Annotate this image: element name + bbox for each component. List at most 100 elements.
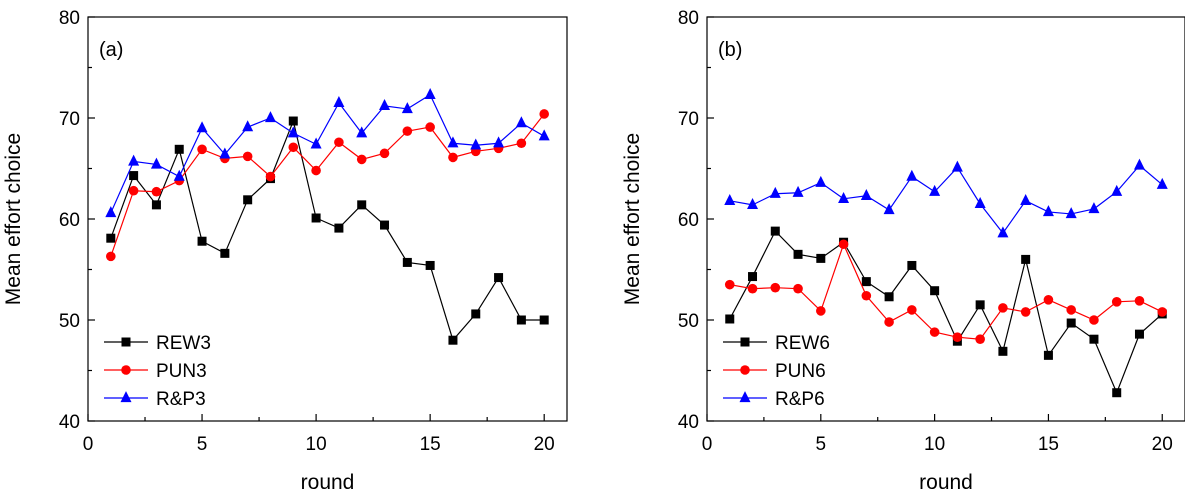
legend-marker-PUN3 [121,365,131,375]
data-point-PUN6 [838,239,849,250]
data-point-R&P6 [815,175,827,187]
y-tick-label: 40 [678,412,699,433]
legend-label-REW6: REW6 [775,333,830,354]
data-point-REW3 [151,200,161,210]
data-point-R&P6 [997,226,1009,238]
data-point-PUN6 [975,334,985,344]
data-point-PUN6 [861,290,872,301]
data-point-REW3 [220,248,230,258]
data-point-REW6 [770,226,780,236]
data-point-REW3 [288,116,298,126]
data-point-PUN6 [1020,307,1031,317]
data-point-REW6 [1112,388,1122,398]
data-point-REW6 [1021,254,1031,264]
data-point-PUN3 [311,165,321,176]
data-point-REW3 [471,309,481,319]
data-point-REW6 [998,346,1008,356]
data-point-PUN6 [1157,307,1168,317]
data-point-REW6 [930,286,940,296]
data-point-R&P3 [310,137,322,149]
data-point-PUN6 [1089,315,1099,325]
data-point-REW3 [402,257,412,267]
chart-panel-b: 0 5 10 15 20 40 50 60 70 80 round Mean effort choic… [621,8,1185,494]
data-point-R&P3 [173,169,185,181]
legend-label-PUN3: PUN3 [156,361,207,382]
data-point-R&P3 [424,87,436,99]
data-point-R&P3 [401,102,413,114]
data-point-R&P6 [974,197,986,209]
data-point-REW3 [448,335,458,345]
y-tick-label: 70 [678,109,699,130]
data-point-REW3 [129,171,139,181]
data-point-R&P3 [515,116,527,128]
y-tick-label: 40 [59,412,80,433]
data-point-R&P6 [724,194,736,205]
data-point-R&P3 [538,129,550,141]
data-point-R&P6 [1133,158,1145,170]
data-point-R&P6 [792,185,804,197]
data-point-REW6 [725,314,735,324]
data-point-R&P6 [1042,205,1054,217]
data-point-PUN3 [448,152,458,163]
legend-label-R&P6: R&P6 [775,389,825,410]
y-tick-label: 70 [59,109,80,130]
data-point-R&P3 [128,154,140,166]
y-tick-label: 80 [59,8,80,29]
legend-label-R&P3: R&P3 [156,389,206,410]
data-point-REW3 [243,195,253,205]
legend-label-REW3: REW3 [156,333,211,354]
y-tick-label: 50 [678,311,699,332]
data-point-REW3 [197,236,207,246]
data-point-REW3 [334,223,344,233]
data-point-REW6 [1089,334,1099,344]
x-tick-label: 0 [702,434,713,455]
series-line-R&P6 [729,164,1163,235]
data-point-R&P6 [1156,177,1168,189]
data-point-REW3 [425,260,435,270]
data-point-REW6 [1066,318,1076,328]
data-point-R&P6 [883,203,895,215]
data-point-R&P6 [747,198,759,210]
data-point-R&P3 [105,206,117,218]
chart-panel-a: 0 5 10 15 20 40 50 60 70 80 round Mean effort choic… [2,8,568,494]
data-point-R&P6 [1088,202,1100,214]
data-point-REW3 [311,213,321,223]
data-point-PUN3 [242,151,253,162]
x-tick-label: 10 [924,434,945,455]
data-point-PUN6 [907,305,917,315]
data-point-PUN6 [770,282,781,293]
data-point-PUN3 [356,154,367,165]
y-tick-label: 80 [678,8,699,29]
data-point-R&P6 [951,160,963,172]
y-axis-title: Mean effort choice [2,133,25,305]
panel-label: (b) [718,39,742,61]
data-point-R&P6 [906,169,918,181]
legend-marker-REW3 [121,337,131,347]
data-point-R&P3 [242,120,254,132]
legend-marker-PUN6 [740,365,750,375]
data-point-PUN6 [724,279,735,290]
data-point-PUN3 [539,109,549,119]
data-point-PUN6 [998,303,1008,313]
x-tick-label: 5 [197,434,208,455]
data-point-REW3 [539,315,549,325]
data-point-R&P6 [838,191,850,203]
data-point-R&P3 [356,126,368,138]
data-point-PUN3 [288,142,299,153]
data-point-PUN6 [1111,297,1122,307]
data-point-PUN6 [816,306,826,316]
data-point-REW6 [884,292,894,302]
legend-label-PUN6: PUN6 [775,361,826,382]
data-point-PUN3 [128,185,139,196]
data-point-PUN3 [402,126,413,136]
data-point-R&P3 [264,111,276,123]
data-point-R&P6 [860,188,872,200]
data-point-REW3 [494,273,504,283]
data-point-R&P3 [447,136,459,148]
data-point-PUN3 [379,148,390,159]
legend-marker-R&P3 [120,391,132,403]
y-tick-label: 60 [678,210,699,231]
x-tick-label: 0 [83,434,94,455]
data-point-R&P6 [1111,184,1123,196]
